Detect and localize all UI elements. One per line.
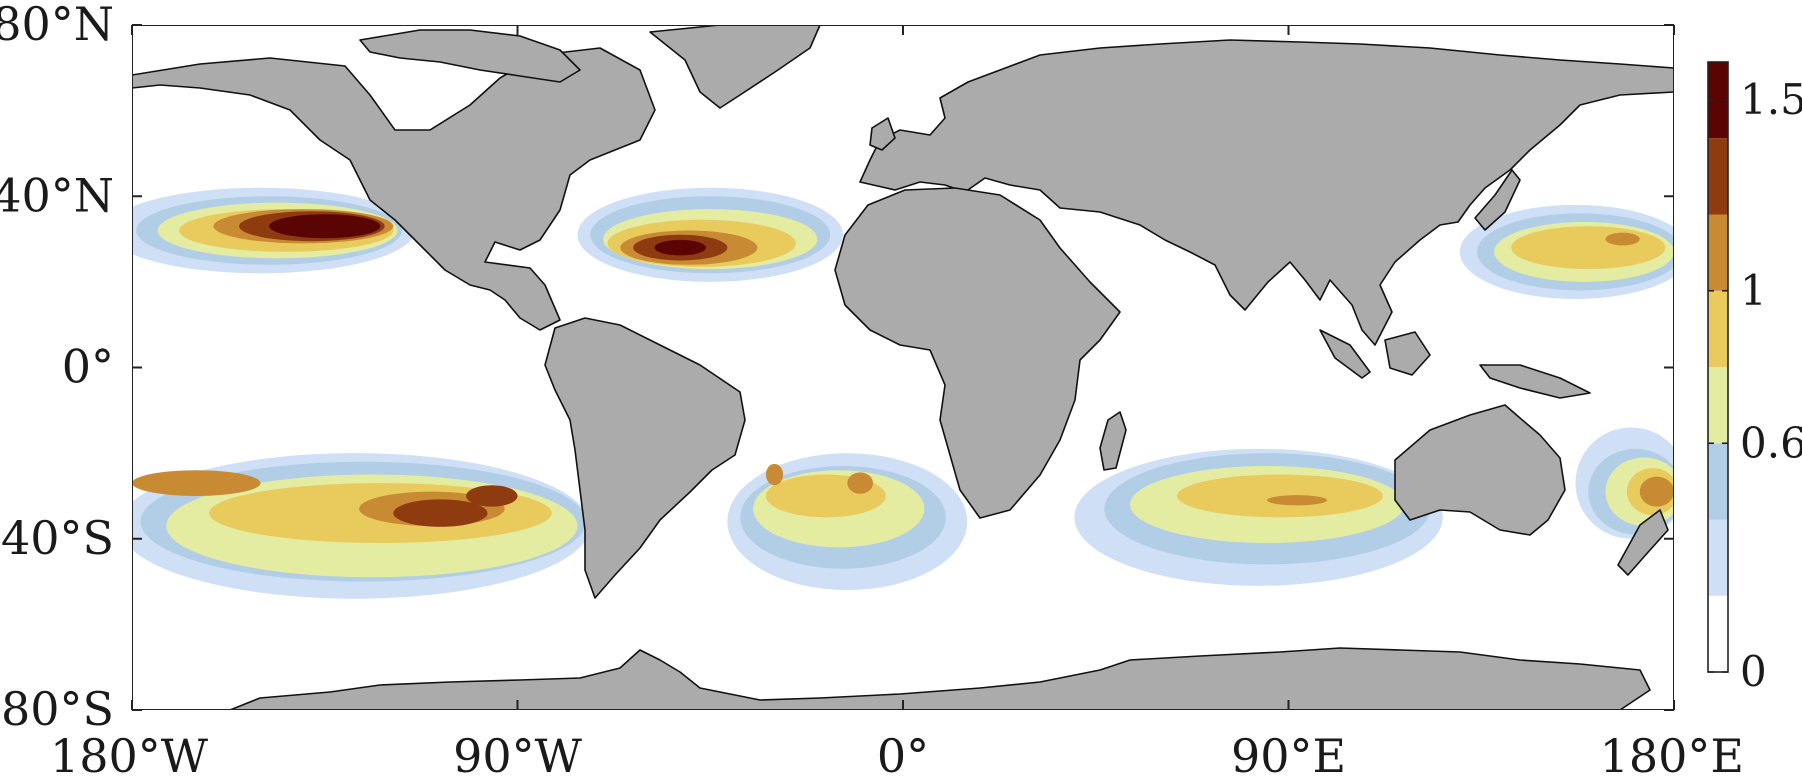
- x-tick-label: 180°E: [1600, 729, 1744, 778]
- field-contour-south-indian-4: [1267, 495, 1328, 506]
- land-north-america: [132, 47, 656, 331]
- field-region-north-atlantic: [577, 187, 844, 282]
- colorbar-frame: [1707, 61, 1729, 673]
- colorbar-segment-3: [1708, 367, 1728, 444]
- colorbar-tick-label: 0.6: [1740, 418, 1802, 467]
- land-australia: [1394, 404, 1566, 536]
- field-contour-northwest-pacific-4: [1605, 232, 1640, 246]
- field-region-tasman-sea: [1575, 427, 1674, 539]
- field-region-north-pacific: [132, 187, 415, 274]
- land-japan: [1474, 169, 1521, 231]
- map-plot-area: [132, 25, 1674, 710]
- field-contours: [132, 187, 1674, 599]
- x-tick-label: 90°W: [453, 729, 583, 778]
- field-contour-south-atlantic-5: [765, 463, 784, 486]
- colorbar-segment-5: [1708, 214, 1728, 291]
- colorbar-segment-7: [1708, 62, 1728, 139]
- land-arctic-islands: [359, 29, 581, 83]
- y-tick-label: 80°S: [1, 682, 114, 736]
- colorbar: 0 0.6 1 1.5: [1707, 61, 1802, 696]
- field-region-south-atlantic: [727, 453, 968, 591]
- x-tick-label: 180°W: [50, 729, 209, 778]
- field-contour-south-pacific-6: [393, 499, 488, 527]
- field-region-south-indian: [1074, 448, 1443, 586]
- land-borneo-sumatra: [1319, 329, 1431, 379]
- x-tick-label: 0°: [877, 729, 929, 778]
- land-south-america: [544, 317, 746, 599]
- land-british-isles: [869, 117, 896, 151]
- field-contour-tasman-sea-4: [1639, 476, 1674, 507]
- colorbar-tick-label: 1.5: [1740, 75, 1802, 124]
- colorbar-segment-4: [1708, 290, 1728, 367]
- land-antarctica: [227, 647, 1651, 710]
- land-eurasia: [859, 39, 1674, 346]
- land-new-zealand: [1617, 509, 1669, 576]
- y-tick-label: 40°S: [1, 511, 114, 565]
- y-tick-label: 80°N: [0, 0, 114, 51]
- colorbar-tick-label: 1: [1740, 266, 1767, 315]
- colorbar-tick-label: 0: [1740, 647, 1767, 696]
- land-madagascar: [1099, 411, 1127, 471]
- x-tick-label: 90°E: [1231, 729, 1346, 778]
- axis-ticks: 180°W 90°W 0° 90°E 180°E 80°N 40°N 0° 40°S 80°S: [0, 0, 1744, 778]
- colorbar-segment-0: [1708, 595, 1728, 672]
- field-region-northwest-pacific: [1459, 204, 1674, 299]
- field-contour-south-atlantic-4: [847, 472, 874, 494]
- field-region-south-pacific: [132, 453, 591, 599]
- land-masses: [132, 25, 1674, 710]
- field-contour-north-pacific-6: [269, 214, 381, 239]
- field-contour-south-pacific-4: [132, 470, 261, 496]
- colorbar-segment-1: [1708, 519, 1728, 596]
- land-greenland: [649, 25, 821, 109]
- field-contour-south-pacific-7: [466, 485, 518, 507]
- land-new-guinea: [1479, 364, 1591, 399]
- field-contour-north-atlantic-6: [654, 239, 706, 256]
- field-contour-northwest-pacific-3: [1511, 226, 1666, 270]
- field-contour-south-indian-3: [1177, 474, 1383, 518]
- y-tick-label: 40°N: [0, 168, 114, 222]
- land-africa: [834, 187, 1121, 519]
- y-tick-label: 0°: [62, 340, 114, 394]
- colorbar-segment-2: [1708, 443, 1728, 520]
- colorbar-segment-6: [1708, 138, 1728, 215]
